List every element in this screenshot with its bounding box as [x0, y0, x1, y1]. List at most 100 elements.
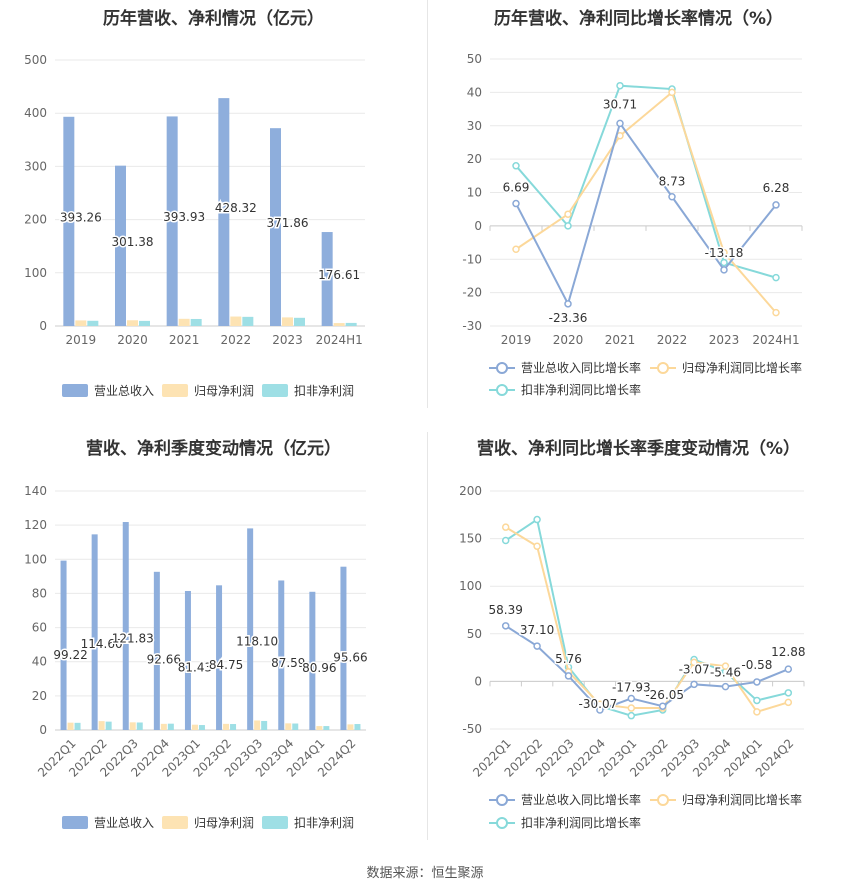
series-point — [753, 678, 761, 686]
chart-title: 营收、净利同比增长率季度变动情况（%） — [476, 439, 801, 459]
bar — [321, 232, 333, 326]
x-tick-label: 2024H1 — [752, 333, 799, 347]
x-tick-label: 2021 — [169, 333, 200, 347]
data-label: 81.43 — [178, 661, 212, 675]
series-point — [784, 689, 793, 697]
bar — [216, 585, 223, 730]
x-tick-label: 2023 — [709, 333, 740, 347]
series-point — [721, 662, 730, 670]
bar — [198, 725, 205, 730]
data-label: 6.28 — [763, 181, 790, 195]
bar — [167, 723, 174, 730]
series-line — [515, 121, 777, 307]
data-label: -13.18 — [705, 246, 744, 260]
data-label: 92.66 — [147, 653, 181, 667]
x-tick-label: 2022 — [657, 333, 688, 347]
legend-swatch — [262, 384, 288, 397]
legend-label: 扣非净利润 — [294, 384, 354, 398]
y-tick-label: -30 — [462, 319, 482, 333]
bar — [67, 722, 74, 730]
series-point — [720, 248, 728, 257]
data-label: 99.22 — [53, 648, 87, 662]
series-point — [512, 162, 520, 170]
legend-swatch — [62, 816, 88, 829]
legend-marker — [496, 384, 508, 396]
y-tick-label: 80 — [32, 586, 47, 600]
y-tick-label: 20 — [467, 152, 482, 166]
legend-marker — [657, 794, 669, 806]
legend-marker — [496, 817, 508, 829]
quarterly-growth-line-chart: -50 0 50 100 150 200 58.39 37.10 5.76 -30.07 -17.9… — [459, 484, 807, 830]
data-label: 87.59 — [271, 656, 305, 670]
y-tick-label: 100 — [24, 552, 47, 566]
y-tick-label: 0 — [474, 219, 482, 233]
legend-label: 归母净利润同比增长率 — [682, 360, 802, 375]
series-point — [627, 711, 636, 720]
y-tick-label: 60 — [32, 621, 47, 635]
bar — [60, 560, 67, 730]
series-point — [690, 658, 698, 667]
y-tick-label: 50 — [467, 627, 482, 641]
panel-divider — [427, 0, 428, 408]
data-label: -0.58 — [741, 658, 772, 672]
chart-title: 历年营收、净利同比增长率情况（%） — [493, 9, 784, 29]
series-point — [784, 698, 793, 707]
data-label: 6.69 — [503, 181, 530, 195]
y-tick-label: 140 — [24, 484, 47, 498]
bar — [247, 528, 254, 730]
bar — [316, 726, 323, 730]
series-point — [501, 523, 510, 531]
series-point — [501, 622, 510, 630]
data-label: 301.38 — [112, 235, 154, 249]
x-tick-label: 2020 — [553, 333, 584, 347]
y-tick-label: 100 — [459, 579, 482, 593]
bar — [230, 316, 242, 326]
bar — [190, 318, 202, 326]
bar — [160, 723, 167, 730]
y-tick-label: 100 — [24, 266, 47, 280]
series-point — [753, 708, 761, 716]
y-tick-label: -50 — [462, 722, 482, 736]
x-tick-label: 2023 — [272, 333, 303, 347]
bar — [223, 723, 230, 730]
series-point — [668, 88, 676, 97]
legend-label: 营业总收入同比增长率 — [521, 792, 641, 807]
data-label: 58.39 — [489, 603, 523, 617]
series-point — [564, 300, 572, 308]
series-point — [533, 642, 541, 650]
legend-swatch — [262, 816, 288, 829]
y-tick-label: 40 — [467, 85, 482, 99]
annual-bar-panel: 历年营收、净利情况（亿元） 0 100 200 300 400 500 393.26 301.… — [0, 0, 427, 410]
series-point — [596, 706, 604, 714]
data-label: 114.60 — [81, 637, 123, 651]
series-point — [564, 672, 573, 680]
bar — [74, 722, 81, 730]
data-label: -3.07 — [679, 662, 710, 676]
legend-label: 营业总收入 — [94, 384, 154, 398]
bar — [218, 98, 230, 326]
legend-label: 营业总收入同比增长率 — [521, 360, 641, 375]
legend-marker — [657, 362, 669, 374]
data-label: 30.71 — [603, 97, 637, 111]
bar — [347, 724, 354, 730]
legend-swatch — [62, 384, 88, 397]
series-line — [505, 517, 789, 717]
series-line — [515, 84, 777, 279]
series-line — [505, 526, 789, 714]
bar — [354, 724, 361, 730]
series-point — [772, 201, 780, 209]
data-label: -5.46 — [710, 666, 741, 680]
series-point — [753, 696, 761, 705]
series-point — [512, 199, 520, 208]
y-tick-label: -10 — [462, 252, 482, 266]
series-line — [505, 624, 789, 712]
annual-line-panel: 历年营收、净利同比增长率情况（%） -30 -20 -10 0 10 20 30 40 50 6.… — [427, 0, 850, 410]
series-point — [616, 119, 624, 128]
bar — [278, 580, 285, 730]
bar — [191, 724, 198, 730]
data-label: -23.36 — [549, 311, 588, 325]
legend-swatch — [162, 384, 188, 397]
y-tick-label: 30 — [467, 119, 482, 133]
series-point — [772, 273, 780, 282]
